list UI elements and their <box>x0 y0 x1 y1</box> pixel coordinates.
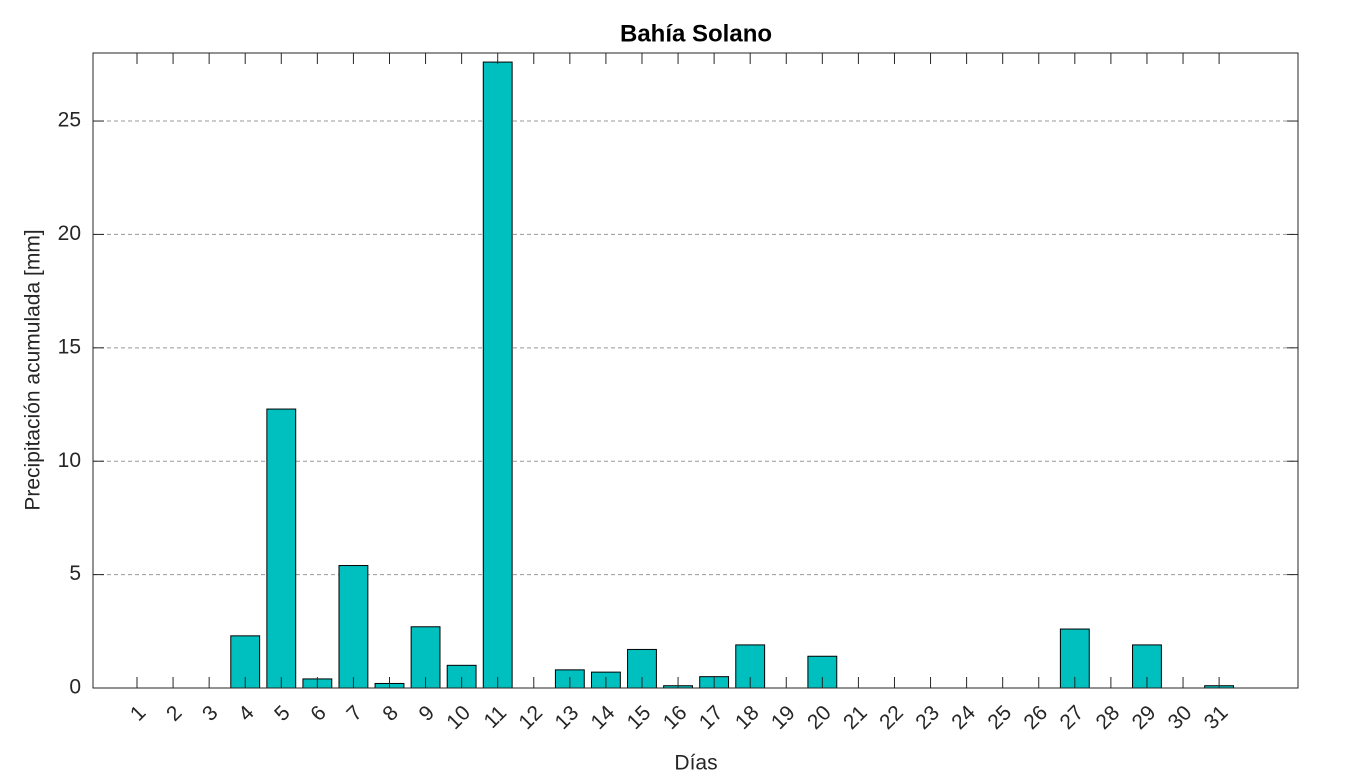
bar <box>338 565 369 689</box>
bar <box>266 408 297 689</box>
y-axis-label: Precipitación acumulada [mm] <box>22 229 45 510</box>
y-tick-label: 5 <box>69 562 81 585</box>
y-tick-label: 25 <box>58 109 81 132</box>
y-tick-label: 20 <box>58 222 81 245</box>
y-tick-label: 15 <box>58 335 81 358</box>
y-tick-label: 10 <box>58 449 81 472</box>
plot-frame <box>92 52 1299 689</box>
bar <box>627 648 657 689</box>
y-tick-label: 0 <box>69 676 81 699</box>
bar <box>482 61 513 689</box>
x-axis-label: Días <box>674 752 717 775</box>
chart-title: Bahía Solano <box>620 20 772 47</box>
